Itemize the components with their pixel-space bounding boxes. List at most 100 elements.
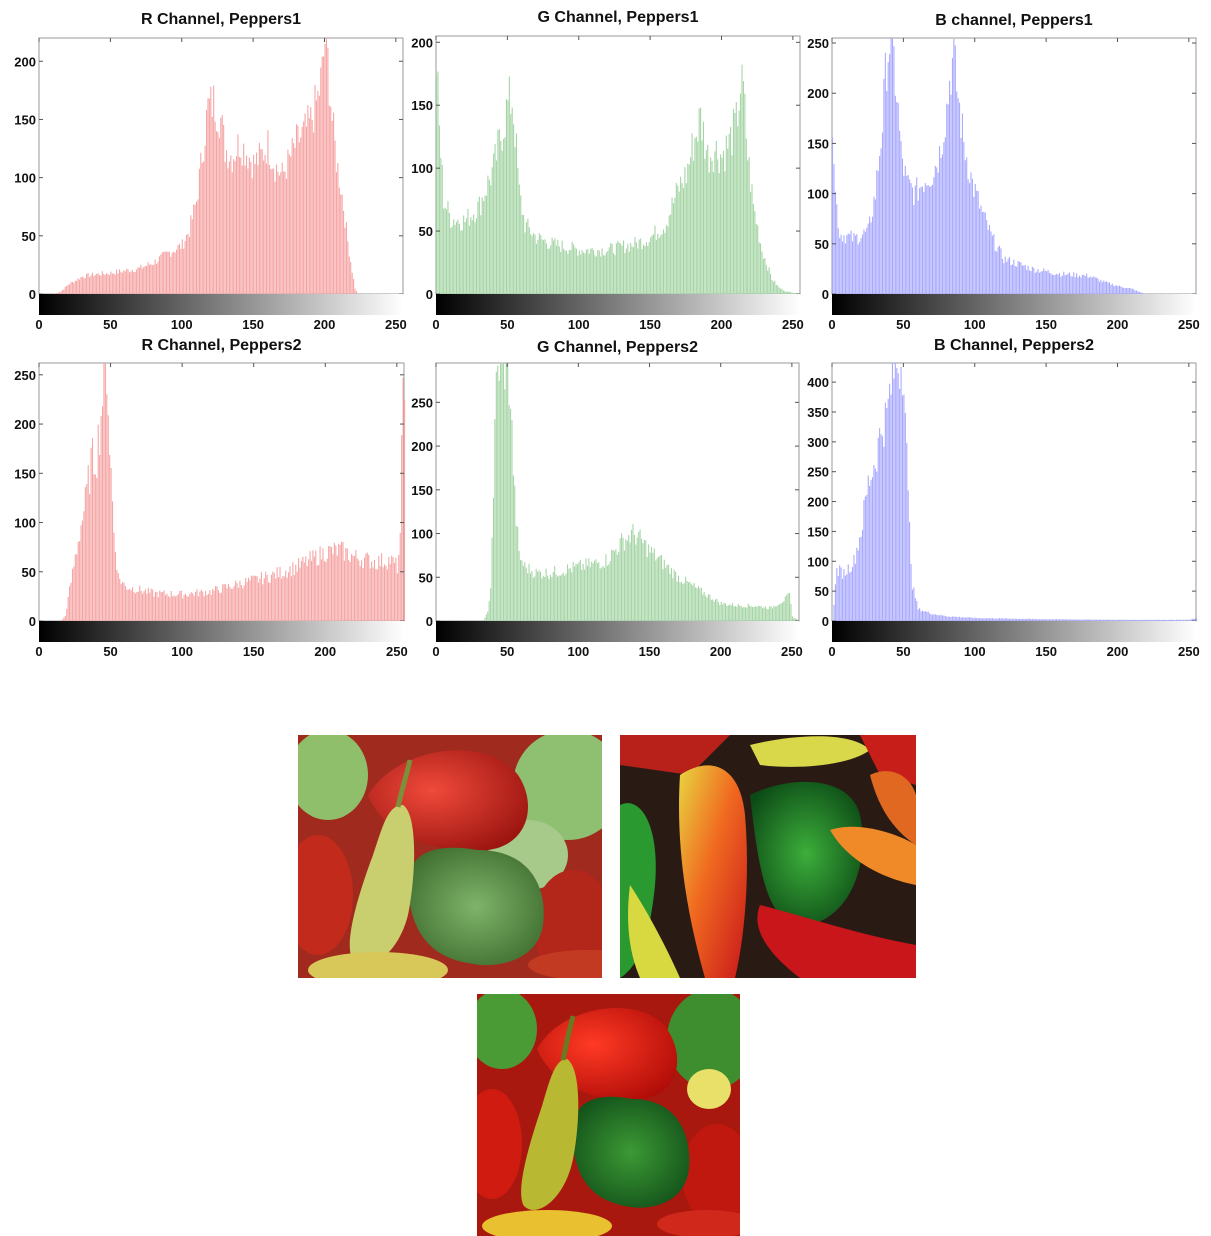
histogram-bar [528,563,530,621]
histogram-bar [118,269,121,294]
histogram-bar [351,272,353,294]
histogram-bar [836,568,838,621]
histogram-bar [913,204,915,294]
histogram-bar [520,195,522,294]
histogram-bar [670,214,672,294]
histogram-bar [192,593,194,621]
histogram-bar [710,157,712,294]
histogram-bar [607,250,609,294]
histogram-bar [743,606,745,621]
histogram-bar [341,194,343,294]
histogram-bar [940,614,942,621]
histogram-bar [340,194,342,294]
histogram-bar [593,250,595,294]
histogram-bar [877,437,879,621]
histogram-bar [784,291,786,294]
histogram-bar [358,560,360,621]
y-tick-label: 50 [22,565,36,580]
y-tick-label: 250 [807,36,829,51]
histogram-bar [216,586,218,621]
histogram-bar [750,606,752,621]
y-tick-label: 100 [411,527,433,542]
histogram-bar [219,593,221,621]
histogram-bar [936,167,938,294]
histogram-bar [541,239,543,294]
histogram-bar [1083,274,1085,294]
histogram-bar [550,245,552,294]
histogram-bar [659,555,661,621]
histogram-bar [841,578,844,621]
histogram-bar [1194,618,1196,621]
histogram-bar [614,255,616,294]
histogram-bar [318,564,320,621]
histogram-bar [139,585,141,621]
histogram-bar [900,141,902,294]
histogram-bar [974,183,976,294]
histogram-bar [1171,619,1173,621]
histogram-bar [232,588,234,621]
histogram-bar [1181,619,1183,621]
histogram-bar [510,408,512,621]
histogram-bar [1006,618,1008,621]
histogram-bar [1060,276,1062,294]
histogram-bar [93,276,95,294]
histogram-bar [235,580,237,621]
histogram-bar [917,609,919,621]
histogram-bar [399,532,401,621]
histogram-bar [291,138,293,294]
histogram-bar [275,164,278,294]
histogram-bar [1047,270,1049,294]
histogram-bar [514,147,516,294]
histogram-bar [724,603,727,621]
histogram-bar [889,54,891,294]
histogram-bar [1140,292,1142,294]
histogram-bar [1037,269,1039,294]
histogram-bar [630,243,632,294]
histogram-bar [440,157,442,294]
histogram-bar [1100,619,1102,621]
y-tick-label: 0 [822,614,829,629]
histogram-bar [869,216,871,294]
histogram-bar [741,64,743,294]
histogram-bar [663,559,665,621]
histogram-bar [685,183,687,294]
histogram-bar [650,237,652,294]
histogram-bar [996,251,998,294]
histogram-bar [874,468,876,621]
histogram-bar [715,599,717,621]
histogram-bar [586,565,588,621]
histogram-bar [869,486,871,621]
histogram-bar [590,248,592,294]
histogram-bar [851,241,854,294]
histogram-bar [775,284,777,294]
y-tick-label: 50 [419,570,433,585]
histogram-bar [636,537,638,621]
histogram-bar [726,605,728,621]
histogram-bar [345,547,347,621]
histogram-bar [1137,619,1139,621]
histogram-bar [836,204,838,294]
histogram-bar [687,163,689,294]
histogram-bar [213,85,215,294]
histogram-bar [64,286,66,294]
histogram-panel-5: 0 50 100 150 200 250 0 50 100 150 200 250 G Channel,… [411,339,802,659]
histogram-bar [273,572,275,621]
histogram-bar [209,589,211,621]
histogram-bar [1107,282,1109,294]
histogram-bar [1137,291,1139,294]
histogram-bar [745,138,747,294]
histogram-bar [621,245,623,294]
histogram-bar [490,588,492,621]
histogram-bar [344,227,346,294]
histogram-bar [957,617,959,621]
histogram-bar [103,363,105,621]
histogram-bar [1051,619,1053,621]
chart-title: G Channel, Peppers1 [538,9,699,26]
histogram-bar [199,591,201,621]
histogram-bar [347,241,349,294]
histogram-bar [959,102,961,295]
histogram-bar [1014,266,1016,294]
histogram-bar [226,588,228,621]
histogram-bar [735,102,737,295]
histogram-bar [129,588,131,621]
